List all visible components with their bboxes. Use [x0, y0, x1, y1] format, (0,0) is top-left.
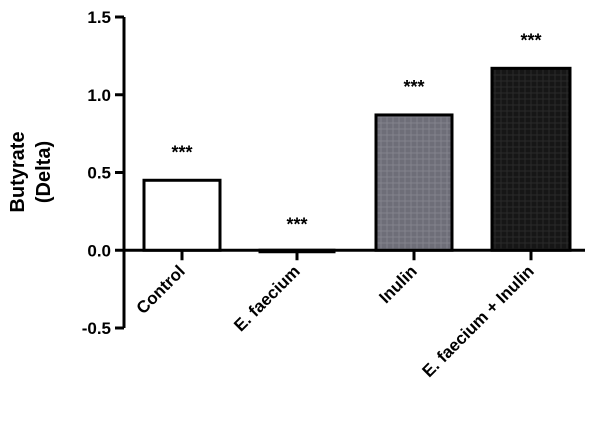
bar-3	[490, 66, 572, 252]
y-tick-label: 0.5	[87, 164, 111, 183]
bars	[142, 66, 572, 254]
y-axis-title-line-1: Butyrate	[7, 131, 29, 212]
bar-1	[258, 248, 336, 254]
significance-label: ***	[520, 30, 541, 50]
y-axis-title: Butyrate (Delta)	[7, 131, 55, 212]
category-label: E. faecium + Inulin	[419, 262, 538, 381]
y-tick-label: -0.5	[82, 319, 111, 338]
category-label: E. faecium	[230, 262, 304, 336]
significance-label: ***	[286, 214, 307, 234]
y-tick-label: 0.0	[87, 241, 111, 260]
category-label: Control	[133, 262, 189, 318]
y-tick-label: 1.5	[87, 8, 111, 27]
significance-label: ***	[403, 77, 424, 97]
category-label: Inulin	[375, 262, 420, 307]
significance-label: ***	[171, 142, 192, 162]
y-axis-title-line-2: (Delta)	[33, 141, 55, 203]
bar-2	[374, 113, 454, 252]
y-tick-label: 1.0	[87, 86, 111, 105]
y-axis: -0.5 0.0 0.5 1.0 1.5	[82, 8, 126, 338]
bar-0	[142, 178, 222, 252]
significance-labels: *** *** *** ***	[171, 30, 541, 234]
